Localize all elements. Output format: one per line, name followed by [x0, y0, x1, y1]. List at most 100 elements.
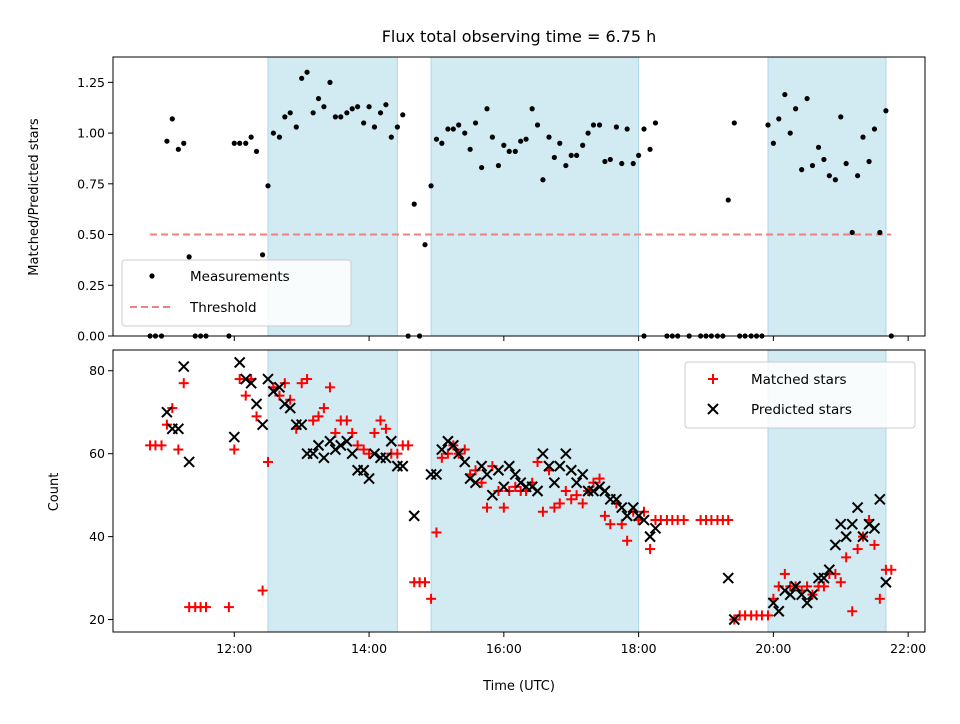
predicted-star-point [576, 468, 589, 481]
matched-star-point [869, 539, 880, 550]
measurement-point [826, 173, 832, 179]
bottom-legend: Matched stars Predicted stars [684, 361, 916, 429]
predicted-star-point [233, 356, 246, 369]
matched-star-point [257, 585, 268, 596]
matched-star-point [773, 581, 784, 592]
measurement-point [371, 124, 378, 130]
matched-star-point [818, 581, 829, 592]
measurement-point [843, 160, 849, 167]
measurement-point [529, 106, 535, 112]
matched-star-point [762, 610, 773, 621]
measurement-point [776, 116, 782, 122]
matched-star-point [779, 568, 790, 579]
predicted-star-point [267, 385, 280, 398]
matched-star-point [847, 606, 858, 617]
predicted-star-point [548, 476, 561, 489]
predicted-star-point [570, 476, 583, 489]
predicted-star-point [835, 518, 847, 530]
matched-star-point [341, 415, 352, 426]
measurement-point [866, 158, 872, 165]
matched-star-point [442, 448, 453, 459]
measurement-point [849, 229, 855, 236]
matched-star-point [678, 515, 689, 526]
matched-star-point [392, 448, 403, 459]
predicted-star-point [161, 406, 173, 418]
measurement-point [534, 122, 541, 128]
measurement-point [641, 126, 647, 132]
top-y-axis-label: Matched/Predicted stars [27, 118, 42, 276]
predicted-star-point [436, 443, 448, 456]
predicted-star-point [498, 481, 510, 493]
measurement-point [445, 126, 451, 132]
top-shaded-bands [267, 56, 887, 337]
predicted-star-point [363, 472, 375, 485]
measurement-point [501, 142, 507, 148]
measurement-point [394, 124, 400, 130]
measurement-point [259, 252, 266, 258]
matched-star-point [566, 494, 577, 505]
predicted-star-point [385, 435, 398, 447]
predicted-star-point [368, 447, 381, 460]
measurement-point [253, 148, 260, 154]
measurement-point [590, 122, 597, 128]
measurement-point [433, 136, 440, 142]
bot-y-tick-label: 80 [89, 363, 105, 378]
measurement-point [495, 162, 502, 169]
predicted-star-point [649, 522, 662, 535]
measurement-point [602, 158, 608, 165]
measurement-point [472, 120, 479, 126]
x-tick-label: 20:00 [755, 641, 791, 656]
measurement-point [815, 144, 822, 150]
measurement-point [793, 106, 799, 112]
matched-star-point [426, 593, 437, 604]
matched-star-point [835, 577, 846, 588]
predicted-stars-points [161, 356, 892, 626]
measurement-point [546, 134, 552, 140]
x-tick-label: 12:00 [216, 641, 252, 656]
shaded-interval-0 [267, 349, 398, 633]
measurement-point [422, 242, 428, 248]
predicted-star-point [823, 564, 836, 576]
measurement-point [388, 134, 394, 140]
predicted-star-point [874, 493, 886, 506]
measurement-point [765, 122, 771, 128]
top-y-tick-label: 0.50 [77, 227, 105, 242]
bot-y-tick-label: 40 [89, 529, 105, 544]
shaded-interval-1 [430, 349, 640, 633]
measurement-point [523, 136, 529, 142]
measurement-point [725, 197, 731, 203]
top-y-tick-label: 0.75 [77, 176, 105, 191]
predicted-star-point [380, 452, 392, 464]
measurement-point [580, 142, 586, 148]
predicted-star-point [868, 522, 881, 535]
predicted-star-point [357, 464, 370, 476]
measurement-point [344, 110, 350, 116]
measurement-point [489, 134, 495, 140]
measurement-point [299, 75, 305, 81]
measurement-point [361, 120, 367, 126]
predicted-star-point [621, 510, 633, 522]
measurement-point [619, 160, 625, 167]
measurement-point [568, 152, 574, 159]
matched-star-point [352, 440, 363, 451]
predicted-star-point [610, 493, 623, 506]
predicted-star-point [560, 447, 572, 460]
measurement-point [270, 130, 276, 136]
predicted-star-point [492, 464, 505, 476]
predicted-star-point [307, 447, 319, 460]
measurement-point [518, 138, 524, 144]
matched-star-point [262, 456, 273, 467]
predicted-star-point [324, 435, 336, 447]
measurement-point [456, 122, 462, 128]
matched-star-point [347, 427, 358, 438]
measurement-point [636, 152, 642, 159]
matched-star-point [380, 423, 391, 434]
predicted-star-point [616, 501, 628, 514]
measurement-point [574, 152, 580, 159]
measurement-point [467, 146, 473, 152]
matched-star-point [802, 581, 813, 592]
matched-star-point [588, 477, 599, 488]
legend-predicted-marker [707, 403, 719, 415]
predicted-star-point [829, 539, 842, 551]
predicted-star-point [767, 597, 780, 609]
